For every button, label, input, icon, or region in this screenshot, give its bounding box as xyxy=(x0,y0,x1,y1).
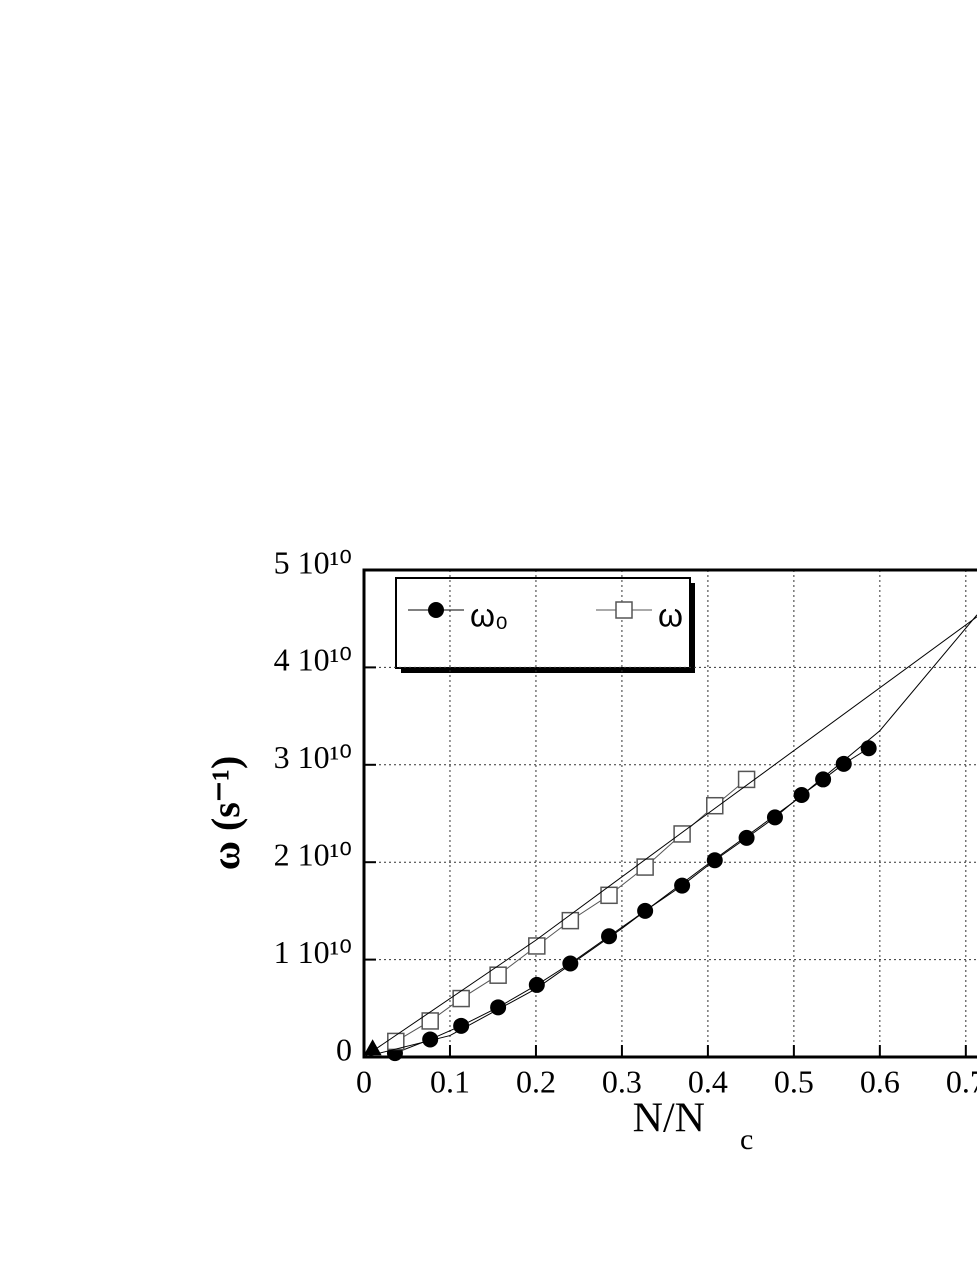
x-tick-label: 0.2 xyxy=(516,1063,556,1099)
point xyxy=(452,989,470,1008)
x-tick-label: 0.6 xyxy=(860,1063,900,1099)
point xyxy=(528,937,546,955)
point xyxy=(421,1012,439,1030)
point xyxy=(706,796,724,815)
x-tick-label: 0.5 xyxy=(774,1063,814,1099)
point xyxy=(600,886,618,905)
point xyxy=(636,858,654,876)
point xyxy=(422,1031,439,1048)
y-tick-label: 1 10¹⁰ xyxy=(274,934,352,970)
legend-box xyxy=(395,577,691,669)
series-line xyxy=(395,779,747,1042)
point xyxy=(674,877,691,894)
y-tick-label: 5 10¹⁰ xyxy=(274,544,352,580)
point xyxy=(489,966,507,984)
x-tick-label: 0.3 xyxy=(602,1063,642,1099)
point xyxy=(453,1017,470,1034)
legend-label: ω xyxy=(658,597,683,633)
point xyxy=(835,755,852,772)
x-tick-label: 0.4 xyxy=(688,1063,728,1099)
point xyxy=(363,1039,382,1056)
y-tick-label: 4 10¹⁰ xyxy=(274,642,352,678)
point xyxy=(860,740,877,757)
point xyxy=(815,771,832,788)
series-line xyxy=(363,614,977,1058)
legend-marker xyxy=(615,601,633,619)
series-line xyxy=(394,747,869,1054)
x-axis-label-sub: c xyxy=(740,1123,753,1156)
legend-marker xyxy=(428,602,444,618)
x-axis-label: N/N xyxy=(633,1096,705,1142)
legend-label: ω₀ xyxy=(470,597,508,633)
series-line xyxy=(363,616,977,1058)
point xyxy=(738,829,755,846)
x-tick-label: 0.1 xyxy=(430,1063,470,1099)
y-tick-label: 2 10¹⁰ xyxy=(274,837,352,873)
x-tick-label: 0.7 xyxy=(946,1063,977,1099)
y-axis-label: ω (s⁻¹) xyxy=(203,756,248,871)
plot-frame xyxy=(362,568,977,1059)
point xyxy=(766,809,783,826)
x-tick-label: 0 xyxy=(356,1063,372,1099)
y-tick-label: 0 xyxy=(336,1031,352,1067)
y-tick-label: 3 10¹⁰ xyxy=(274,739,352,775)
point xyxy=(528,976,545,993)
